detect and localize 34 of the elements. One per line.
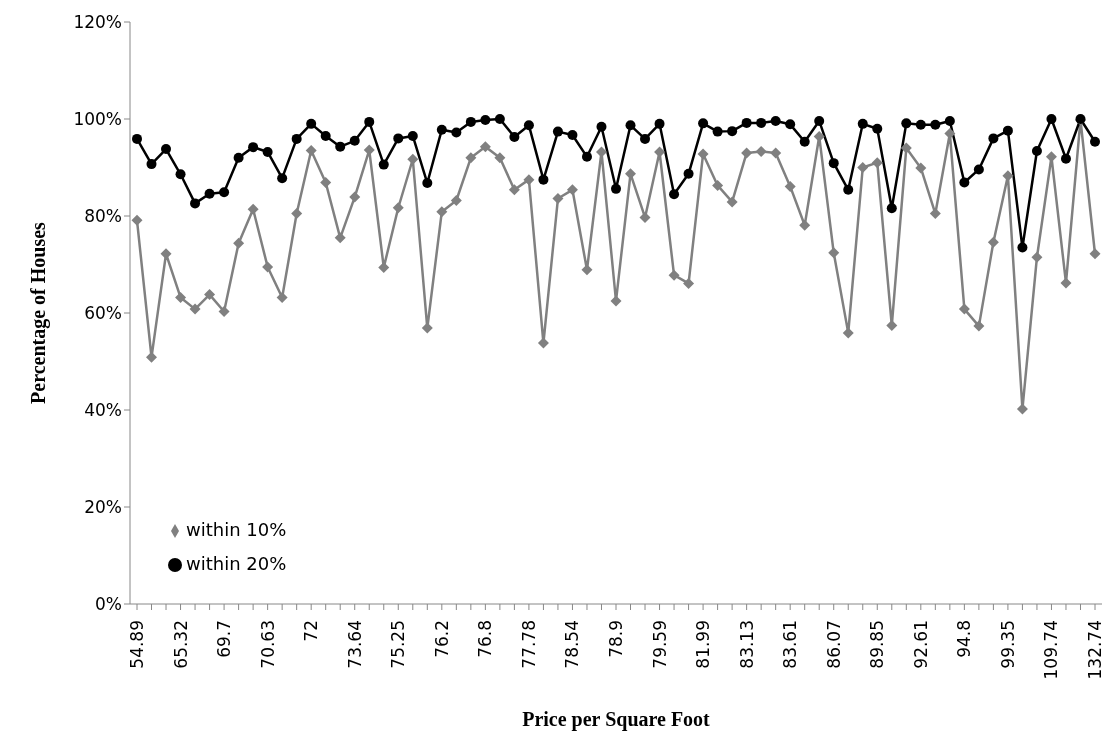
y-tick-label: 0% (95, 594, 122, 615)
x-tick-label: 109.74 (1041, 620, 1062, 680)
x-tick-label: 132.74 (1085, 620, 1105, 680)
y-tick-label: 20% (84, 497, 122, 518)
x-tick-label: 99.35 (997, 620, 1018, 669)
y-tick-label: 100% (73, 109, 122, 130)
x-tick-label: 81.99 (693, 620, 714, 669)
legend-label: within 10% (186, 519, 287, 540)
x-tick-label: 86.07 (823, 620, 844, 669)
x-tick-label: 76.8 (475, 620, 496, 658)
x-tick-label: 75.25 (388, 620, 409, 669)
x-axis-title: Price per Square Foot (522, 708, 711, 731)
x-tick-label: 78.54 (562, 620, 583, 669)
x-tick-label: 72 (301, 620, 322, 642)
y-axis-title: Percentage of Houses (27, 221, 51, 404)
x-tick-label: 79.59 (649, 620, 670, 669)
x-tick-label: 83.13 (736, 620, 757, 669)
x-tick-label: 73.64 (344, 620, 365, 669)
legend-label: within 20% (186, 553, 287, 574)
x-tick-label: 92.61 (910, 620, 931, 669)
y-tick-label: 60% (84, 303, 122, 324)
x-tick-label: 77.78 (518, 620, 539, 669)
y-tick-label: 120% (73, 12, 122, 33)
x-tick-label: 94.8 (954, 620, 975, 658)
x-tick-label: 69.7 (214, 620, 235, 658)
x-tick-label: 65.32 (170, 620, 191, 669)
x-tick-label: 76.2 (431, 620, 452, 658)
x-tick-label: 83.61 (780, 620, 801, 669)
x-tick-label: 54.89 (127, 620, 147, 669)
y-tick-label: 80% (84, 206, 122, 227)
x-tick-label: 89.85 (867, 620, 888, 669)
y-tick-label: 40% (84, 400, 122, 421)
x-tick-label: 70.63 (257, 620, 278, 669)
x-tick-label: 78.9 (606, 620, 626, 658)
